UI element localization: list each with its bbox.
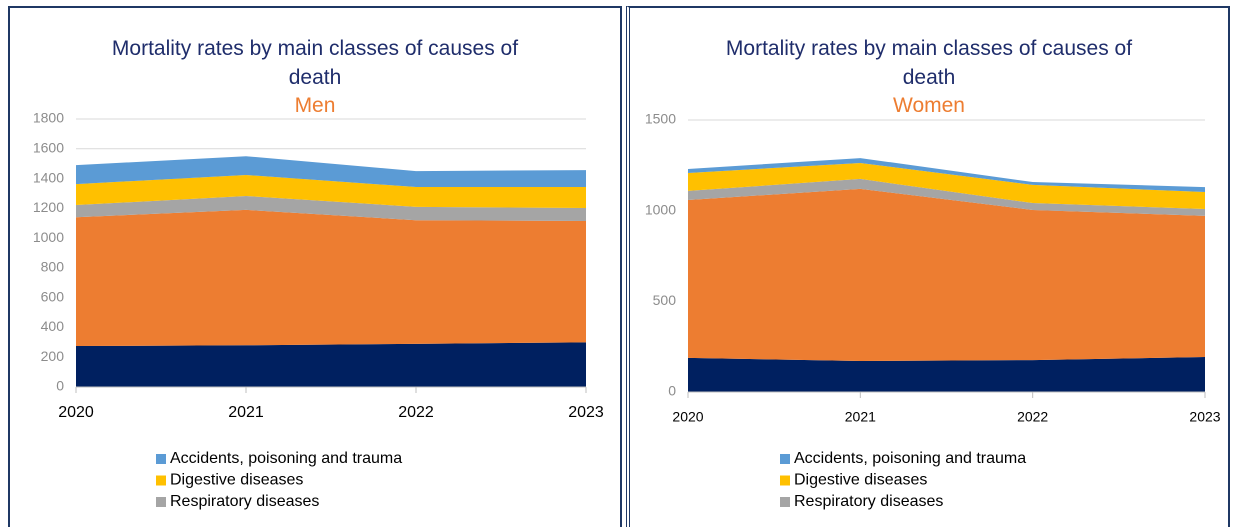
y-tick-label: 500 [653, 292, 677, 308]
chart-subtitle: Men [294, 94, 336, 117]
y-tick-label: 1400 [33, 169, 64, 185]
y-tick-label: 800 [41, 259, 65, 275]
title-text: Mortality rates by main classes of cause… [111, 37, 519, 89]
x-tick-label: 2023 [1189, 409, 1220, 425]
y-tick-label: 1200 [33, 199, 64, 215]
y-tick-label: 600 [41, 288, 65, 304]
x-tick-label: 2022 [398, 404, 434, 421]
area [688, 178, 1205, 216]
chart-subtitle: Women [893, 94, 965, 117]
legend-swatch [780, 475, 790, 486]
y-tick-label: 1600 [33, 139, 64, 155]
chart-title: Mortality rates by main classes of cause… [630, 34, 1228, 92]
x-tick-label: 2020 [672, 409, 703, 425]
chart: 0 200 400 600 800 1000 1200 1400 1600 1800 2020 202… [33, 110, 604, 511]
legend-label: Respiratory diseases [170, 493, 319, 510]
x-tick-label: 2020 [58, 404, 94, 421]
y-tick-label: 1000 [645, 201, 676, 217]
area [688, 162, 1205, 210]
y-tick-label: 0 [668, 383, 676, 399]
legend-label: Digestive diseases [170, 472, 303, 489]
legend-label: Accidents, poisoning and trauma [170, 450, 402, 467]
area [76, 209, 586, 347]
area [76, 156, 586, 188]
y-tick-label: 1500 [645, 111, 676, 127]
area [76, 195, 586, 221]
x-tick-label: 2023 [568, 404, 604, 421]
area [688, 188, 1205, 361]
y-tick-label: 1000 [33, 229, 64, 245]
legend-label: Accidents, poisoning and trauma [794, 450, 1026, 467]
x-tick-label: 2022 [1017, 409, 1048, 425]
y-tick-label: 1800 [33, 110, 64, 126]
legend-swatch [780, 454, 790, 464]
area [688, 357, 1205, 392]
x-tick-label: 2021 [228, 404, 264, 421]
legend-swatch [156, 454, 166, 464]
chart-panel: Mortality rates by main classes of cause… [626, 6, 1230, 527]
y-tick-label: 400 [41, 318, 65, 334]
legend-label: Digestive diseases [794, 472, 927, 489]
chart: 0 500 1000 1500 2020 2021 2022 2023 Accidents, p… [645, 111, 1221, 511]
legend-swatch [156, 475, 166, 486]
area [76, 342, 586, 387]
y-tick-label: 0 [56, 378, 64, 394]
x-tick-label: 2021 [845, 409, 876, 425]
area [688, 158, 1205, 192]
title-text: Mortality rates by main classes of cause… [725, 37, 1133, 89]
legend-swatch [156, 497, 166, 507]
legend-label: Respiratory diseases [794, 493, 943, 510]
area [76, 174, 586, 209]
chart-panel: Mortality rates by main classes of cause… [8, 6, 622, 527]
chart-title: Mortality rates by main classes of cause… [10, 34, 620, 92]
y-tick-label: 200 [41, 348, 65, 364]
legend-swatch [780, 497, 790, 507]
